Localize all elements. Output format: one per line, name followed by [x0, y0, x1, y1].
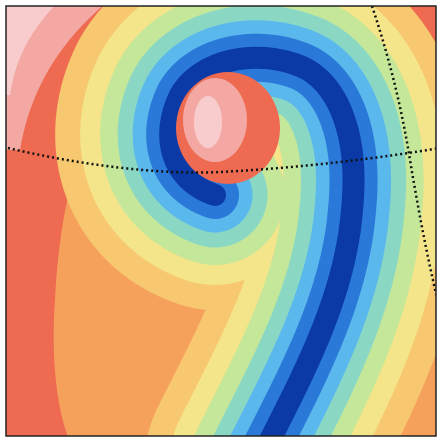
hook-center: [194, 96, 222, 148]
contour-field: [0, 0, 440, 441]
contour-image: [0, 0, 440, 441]
